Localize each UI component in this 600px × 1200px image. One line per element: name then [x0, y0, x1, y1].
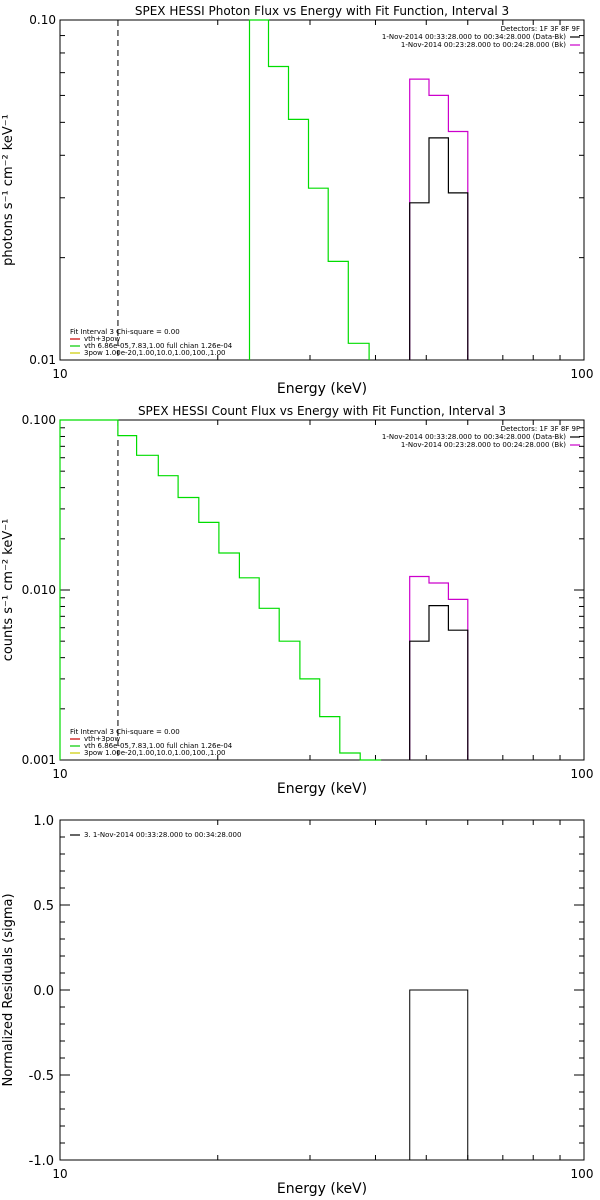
panel2-y-tick-label: 0.100	[22, 413, 56, 427]
panel3-y-axis-label: Normalized Residuals (sigma)	[1, 893, 16, 1086]
panel1-x-tick-label: 10	[52, 367, 67, 381]
panel1-series-2-step-line	[409, 78, 469, 360]
panel3-y-tick-label: 0.5	[33, 899, 54, 914]
panel3-x-tick-label: 100	[571, 1167, 594, 1181]
panel2-legend-tr-text: 1-Nov-2014 00:23:28.000 to 00:24:28.000 …	[401, 441, 566, 449]
panel1-y-tick-label: 0.10	[29, 13, 56, 27]
panel2-x-tick-label: 100	[571, 767, 594, 781]
panel2-legend-bl-text: vth+3pow	[84, 735, 120, 743]
panel3-y-tick-label: 1.0	[33, 814, 54, 829]
panel2-x-tick-label: 10	[52, 767, 67, 781]
panel1-axes-frame	[59, 19, 585, 361]
panel3-axes-frame	[59, 819, 585, 1161]
panel1-chart-title: SPEX HESSI Photon Flux vs Energy with Fi…	[135, 4, 509, 18]
panel1-x-axis-label: Energy (keV)	[277, 381, 367, 397]
panel1-y-axis-label: photons s⁻¹ cm⁻² keV⁻¹	[1, 114, 16, 266]
panel2-legend-bl-heading: Fit Interval 3 Chi-square = 0.00	[70, 728, 180, 736]
panel1-x-tick-label: 100	[571, 367, 594, 381]
panel2-series-2-step-line	[409, 575, 469, 760]
panel3-y-tick-label: -1.0	[29, 1154, 54, 1169]
panel2-y-axis-label: counts s⁻¹ cm⁻² keV⁻¹	[1, 519, 16, 662]
panel2-series-3-step-line	[409, 605, 469, 760]
panel2-axes-frame	[59, 419, 585, 761]
panel2-legend-tr-text: 1-Nov-2014 00:33:28.000 to 00:34:28.000 …	[382, 433, 566, 441]
panel1-series-1-step-line	[248, 19, 370, 360]
panel2-chart-title: SPEX HESSI Count Flux vs Energy with Fit…	[138, 404, 506, 418]
panel3-y-tick-label: 0.0	[33, 984, 54, 999]
panel1-legend-tr-text: 1-Nov-2014 00:23:28.000 to 00:24:28.000 …	[401, 41, 566, 49]
panel2-series-1-step-line	[59, 419, 382, 761]
panel1-legend-tr-heading: Detectors: 1F 3F 8F 9F	[501, 25, 580, 33]
panel3-legend-tl-text: 3. 1-Nov-2014 00:33:28.000 to 00:34:28.0…	[84, 831, 241, 839]
panel1-series-3-step-line	[409, 137, 469, 360]
panel2-legend-tr-heading: Detectors: 1F 3F 8F 9F	[501, 425, 580, 433]
panel2-y-tick-label: 0.001	[22, 753, 56, 767]
panel1-legend-bl-text: vth 6.86e-05,7.83,1.00 full chian 1.26e-…	[84, 342, 233, 350]
panel3-residual-bar	[409, 989, 469, 1161]
panel3-y-tick-label: -0.5	[29, 1069, 54, 1084]
panel1-y-tick-label: 0.01	[29, 353, 56, 367]
panel1-legend-bl-heading: Fit Interval 3 Chi-square = 0.00	[70, 328, 180, 336]
panel3-x-tick-label: 10	[52, 1167, 67, 1181]
panel2-y-tick-label: 0.010	[22, 583, 56, 597]
panel1-legend-bl-text: vth+3pow	[84, 335, 120, 343]
panel2-legend-bl-text: 3pow 1.00e-20,1.00,10.0,1.00,100.,1.00	[84, 749, 226, 757]
panel3-x-axis-label: Energy (keV)	[277, 1181, 367, 1197]
panel2-x-axis-label: Energy (keV)	[277, 781, 367, 797]
panel1-legend-tr-text: 1-Nov-2014 00:33:28.000 to 00:34:28.000 …	[382, 33, 566, 41]
panel2-legend-bl-text: vth 6.86e-05,7.83,1.00 full chian 1.26e-…	[84, 742, 233, 750]
panel1-legend-bl-text: 3pow 1.00e-20,1.00,10.0,1.00,100.,1.00	[84, 349, 226, 357]
